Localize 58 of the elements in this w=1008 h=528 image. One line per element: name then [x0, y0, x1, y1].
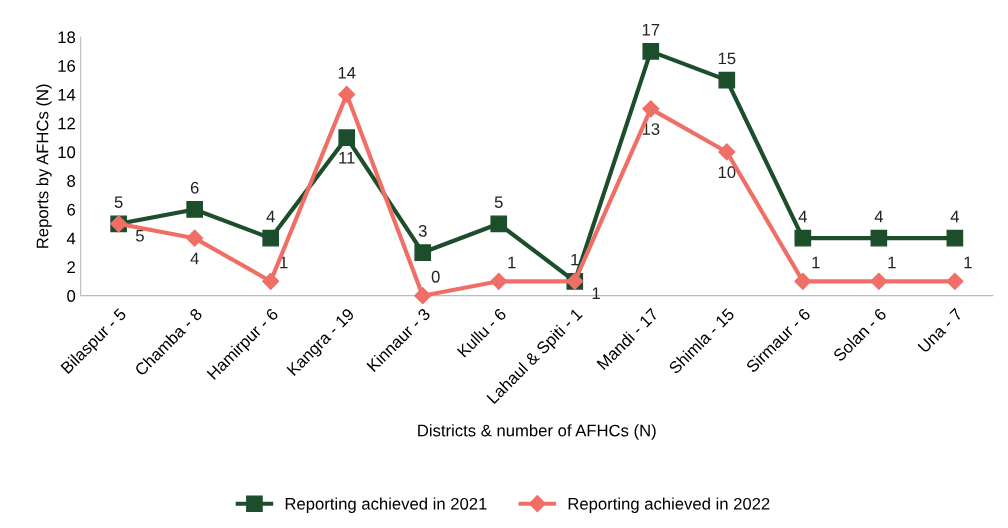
data-label: 11	[339, 152, 355, 164]
point	[870, 229, 888, 247]
point	[642, 42, 660, 60]
data-label: 5	[114, 196, 123, 209]
data-label: 1	[812, 256, 820, 269]
data-label: 1	[571, 253, 579, 266]
data-label: 0	[431, 270, 440, 283]
data-label: 1	[964, 256, 972, 269]
y-tick-label: 10	[58, 146, 76, 159]
data-label: 1	[280, 256, 288, 269]
data-label: 4	[190, 252, 199, 265]
data-label: 15	[718, 52, 736, 65]
point	[186, 229, 204, 247]
y-tick-label: 12	[58, 117, 75, 130]
y-tick-label: 8	[67, 175, 76, 187]
point	[718, 71, 736, 89]
point	[338, 85, 356, 104]
data-label: 4	[266, 210, 275, 223]
point	[414, 244, 432, 261]
x-axis-title: Districts & number of AFHCs (N)	[418, 424, 656, 440]
legend-label: Reporting achieved in 2022	[568, 497, 770, 513]
point	[490, 272, 508, 290]
data-label: 10	[718, 166, 736, 179]
data-label: 5	[135, 229, 144, 242]
y-tick-label: 14	[58, 89, 76, 101]
y-axis-title: Reports by AFHCs (N)	[36, 84, 52, 248]
data-label: 17	[642, 23, 660, 36]
legend-label: Reporting achieved in 2021	[285, 497, 487, 513]
point	[262, 229, 280, 247]
point	[718, 143, 736, 161]
point	[338, 129, 356, 146]
y-tick-label: 16	[58, 60, 76, 72]
y-tick-label: 6	[67, 203, 76, 216]
data-label: 4	[874, 210, 883, 223]
point	[946, 272, 964, 290]
data-label: 4	[950, 210, 960, 223]
point	[490, 215, 508, 233]
point	[946, 229, 964, 247]
data-label: 5	[494, 196, 503, 209]
y-tick-label: 18	[58, 31, 76, 44]
point	[794, 272, 812, 290]
data-label: 14	[338, 67, 356, 79]
y-tick-label: 2	[67, 261, 75, 273]
point	[414, 287, 432, 305]
y-tick-label: 0	[67, 290, 76, 302]
point	[794, 229, 812, 247]
point	[262, 272, 280, 290]
point	[870, 272, 888, 290]
data-label: 6	[190, 181, 199, 194]
data-label: 4	[798, 210, 807, 223]
data-label: 3	[418, 224, 427, 237]
x-tick-label: Una - 7	[917, 307, 963, 354]
point	[186, 201, 204, 218]
y-tick-label: 4	[66, 232, 76, 245]
data-label: 1	[888, 256, 896, 269]
data-label: 1	[592, 287, 600, 299]
data-label: 1	[508, 256, 516, 269]
point	[642, 100, 660, 118]
